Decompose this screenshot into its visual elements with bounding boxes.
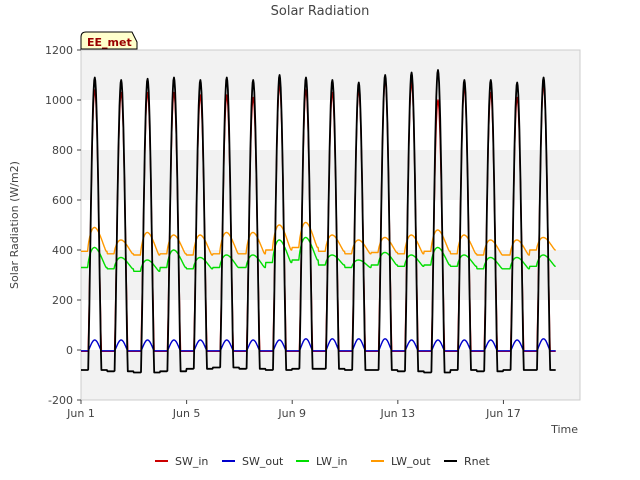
plot-frame [80,49,581,401]
x-tick-label: Jun 13 [379,407,415,420]
legend-label: SW_in [175,455,208,468]
site-label-badge: EE_met [80,31,138,50]
grid-band [81,200,580,250]
legend-label: LW_in [316,455,348,468]
x-tick-label: Jun 17 [485,407,521,420]
series-line-lw-in [80,236,556,272]
grid-band [81,150,580,200]
x-tick-label: Jun 1 [66,407,95,420]
y-tick-label: 800 [52,144,73,157]
site-label-text: EE_met [87,36,132,49]
y-tick-label: 600 [52,194,73,207]
legend: SW_in SW_out LW_in LW_out Rnet [155,455,490,468]
series-layer [80,69,556,374]
legend-label: SW_out [242,455,284,468]
x-tick-label: Jun 5 [172,407,201,420]
x-tick-label: Jun 9 [277,407,306,420]
x-axis-ticks: Jun 1 Jun 5 Jun 9 Jun 13 Jun 17 [66,400,521,420]
y-tick-label: 1000 [45,94,73,107]
grid-band [81,300,580,350]
chart-title: Solar Radiation [271,4,370,19]
y-tick-label: 1200 [45,44,73,57]
y-axis-label: Solar Radiation (W/m2) [8,161,21,289]
series-line-rnet [80,69,556,374]
y-tick-label: 400 [52,244,73,257]
legend-label: Rnet [464,455,490,468]
y-tick-label: 200 [52,294,73,307]
y-tick-label: 0 [66,344,73,357]
y-axis-ticks: -200 0 200 400 600 800 1000 1200 [45,44,81,407]
grid-band [81,350,580,400]
x-axis-label: Time [550,423,578,436]
series-line-lw-out [80,221,556,256]
y-tick-label: -200 [48,394,73,407]
series-line-sw-out [80,338,556,352]
grid-band [81,250,580,300]
legend-label: LW_out [391,455,431,468]
